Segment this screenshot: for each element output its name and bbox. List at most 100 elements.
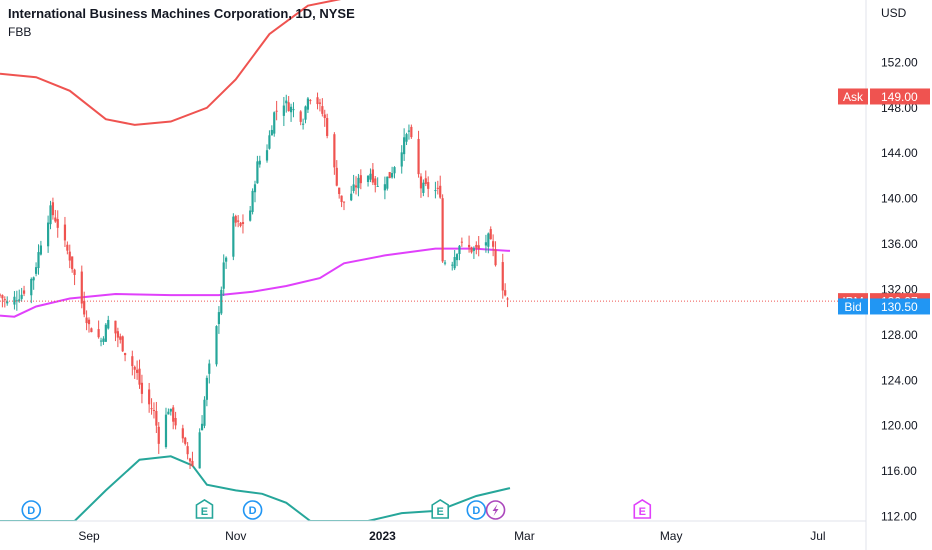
candle-body [400,152,403,167]
dividend-event-icon[interactable]: D [21,500,42,520]
candle [374,175,377,193]
candle [150,398,153,415]
candle-body [407,130,411,132]
candle [419,173,423,198]
candle [140,374,144,404]
candle [37,244,40,275]
candle-body [22,290,26,294]
candle-body [217,312,221,325]
candle-body [424,178,427,184]
earnings-event-icon[interactable]: E [633,499,652,519]
split-event-icon[interactable] [485,500,506,520]
price-tag-label: Bid [844,300,861,314]
candle [186,442,189,460]
candle [366,174,370,187]
earnings-event-icon[interactable]: E [431,499,450,519]
price-tag-label: Ask [843,90,864,104]
candle [393,166,396,179]
candle-body [388,172,391,179]
band-basis [0,247,511,318]
candle [99,337,103,347]
candle-body [237,220,240,222]
candle-body [234,216,237,223]
candle-body [121,336,124,352]
price-tag-bid[interactable]: Bid 130.50 [838,298,930,315]
candle-body [304,106,307,120]
candle-body [66,244,69,251]
dividend-event-icon[interactable]: D [466,500,487,520]
dividend-marker-circle [21,500,42,520]
candle [407,124,411,140]
candle-body [383,184,386,191]
candle [191,451,194,467]
candle-body [340,195,343,203]
price-tag-value-bg [870,88,930,105]
candle [152,402,156,419]
price-tag-ask[interactable]: Ask 149.00 [838,88,930,105]
earnings-marker-shape [633,499,652,519]
candle [304,105,307,124]
candle [292,102,295,118]
candle [83,291,86,318]
earnings-event-icon[interactable]: E [195,499,214,519]
candle-body [85,317,88,324]
candle-body [239,222,242,226]
x-tick-label: 2023 [369,529,396,543]
candle-body [475,244,478,248]
candle-body [71,256,74,270]
candle-body [73,269,76,275]
candle-body [150,408,153,410]
candle [133,365,136,379]
candle [184,436,187,446]
candle [417,130,420,178]
candle-body [470,247,473,253]
candle [66,241,69,255]
candle-body [326,118,329,136]
candle [167,408,170,415]
candle-body [342,201,346,203]
earnings-marker-shape [431,499,450,519]
candle-body [225,257,228,262]
candles [0,92,509,470]
candle [39,240,42,256]
candle [107,315,110,330]
candle-body [167,411,170,415]
plot-area [0,0,511,521]
candle-body [393,167,396,174]
indicator-label[interactable]: FBB [8,25,32,39]
candle-body [251,190,254,212]
candle [121,335,124,352]
candle-body [374,178,377,186]
candle-body [506,298,509,300]
candle-body [140,382,144,394]
candle [56,210,59,238]
dividend-marker-circle [466,500,487,520]
y-tick-label: 140.00 [881,192,918,206]
candle [32,276,35,290]
dividend-marker-circle [242,500,263,520]
candle [253,180,257,203]
candle-body [292,109,295,111]
candle-body [37,252,40,269]
candle [455,253,459,267]
candle-body [80,271,83,304]
y-tick-label: 112.00 [881,509,917,523]
candle [157,422,160,454]
currency-label: USD [881,6,907,20]
dividend-event-icon[interactable]: D [242,500,263,520]
candle-body [6,301,9,304]
candle-body [0,294,2,296]
candle-body [18,299,21,301]
candle-body [83,300,86,315]
candle [338,187,341,199]
candle-body [34,267,38,274]
candle [119,333,122,344]
candle [237,215,240,228]
candle [287,96,290,112]
candle-body [208,363,211,374]
y-tick-label: 144.00 [881,146,918,160]
candle [282,96,285,127]
candle-body [417,138,420,175]
candle [239,221,242,228]
